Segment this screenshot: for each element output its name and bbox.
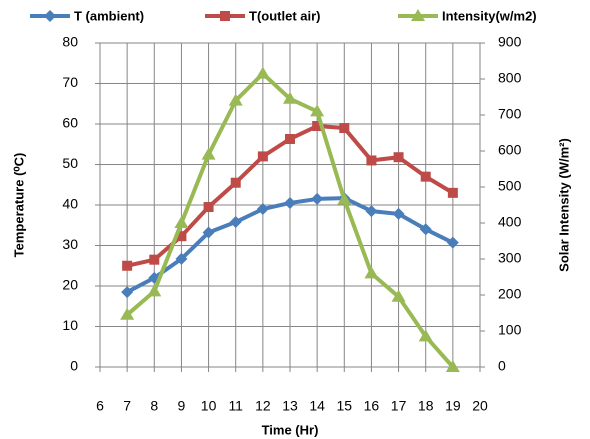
x-tick-label: 9 — [178, 398, 186, 414]
marker — [149, 254, 160, 265]
y2-tick-label: 700 — [498, 106, 522, 122]
y-tick-label: 20 — [62, 277, 78, 293]
y2-axis-title: Solar Intensity (W/m²) — [556, 138, 571, 272]
y-tick-label: 80 — [62, 34, 78, 50]
marker — [310, 104, 325, 117]
marker — [285, 133, 295, 144]
marker — [174, 216, 189, 228]
y-tick-label: 70 — [62, 74, 78, 90]
x-tick-label: 11 — [228, 398, 243, 414]
y2-tick-label: 800 — [498, 70, 522, 86]
y-tick-label: 0 — [70, 358, 78, 374]
x-tick-label: 16 — [364, 398, 380, 414]
marker — [420, 171, 431, 182]
marker — [365, 205, 378, 218]
marker — [284, 196, 296, 209]
marker — [283, 91, 297, 104]
y-tick-label: 30 — [62, 236, 78, 252]
y2-tick-label: 100 — [498, 322, 522, 338]
marker — [418, 329, 433, 342]
marker — [220, 11, 230, 21]
x-tick-label: 19 — [445, 398, 461, 414]
marker — [392, 207, 405, 220]
y2-tick-label: 0 — [498, 358, 506, 374]
marker — [229, 216, 242, 229]
marker — [446, 236, 459, 249]
marker — [203, 202, 214, 213]
y-tick-label: 40 — [62, 196, 78, 212]
y2-tick-label: 300 — [498, 250, 522, 266]
marker — [391, 289, 406, 302]
y2-tick-label: 600 — [498, 142, 522, 158]
x-tick-label: 18 — [418, 398, 434, 414]
x-tick-label: 10 — [201, 398, 217, 414]
plot-frame — [99, 42, 481, 368]
y2-tick-label: 200 — [498, 286, 522, 302]
marker — [411, 9, 425, 21]
x-tick-label: 17 — [391, 398, 407, 414]
marker — [255, 66, 270, 79]
marker — [339, 123, 350, 134]
marker — [256, 203, 269, 216]
marker — [175, 252, 188, 265]
marker — [120, 307, 135, 320]
x-tick-label: 15 — [336, 398, 352, 414]
marker — [445, 360, 460, 372]
y-axis-title: Temperature (⁰C) — [11, 153, 26, 258]
x-tick-label: 8 — [150, 398, 158, 414]
legend-label: T (ambient) — [74, 8, 144, 23]
y2-tick-label: 400 — [498, 214, 522, 230]
x-tick-label: 13 — [282, 398, 298, 414]
y2-tick-label: 500 — [498, 178, 522, 194]
y2-tick-label: 900 — [498, 34, 522, 50]
marker — [44, 10, 56, 22]
x-tick-label: 12 — [255, 398, 271, 414]
y-tick-label: 50 — [62, 155, 78, 171]
legend-label: Intensity(w/m2) — [442, 8, 537, 23]
y-tick-label: 10 — [62, 317, 78, 333]
marker — [147, 284, 162, 297]
x-tick-label: 14 — [309, 398, 325, 414]
y-tick-label: 60 — [62, 115, 78, 131]
marker — [257, 151, 268, 162]
x-tick-label: 6 — [96, 398, 104, 414]
x-tick-label: 20 — [472, 398, 488, 414]
marker — [419, 223, 432, 236]
marker — [366, 155, 377, 166]
marker — [202, 226, 215, 239]
marker — [230, 177, 241, 188]
legend-label: T(outlet air) — [249, 8, 321, 23]
marker — [201, 147, 216, 160]
marker — [122, 260, 133, 271]
x-axis-title: Time (Hr) — [262, 422, 319, 437]
marker — [447, 187, 458, 198]
marker — [337, 192, 352, 205]
marker — [393, 152, 404, 163]
marker — [311, 192, 324, 205]
marker — [121, 286, 134, 299]
marker — [364, 266, 379, 279]
marker — [228, 93, 243, 106]
x-tick-label: 7 — [123, 398, 131, 414]
